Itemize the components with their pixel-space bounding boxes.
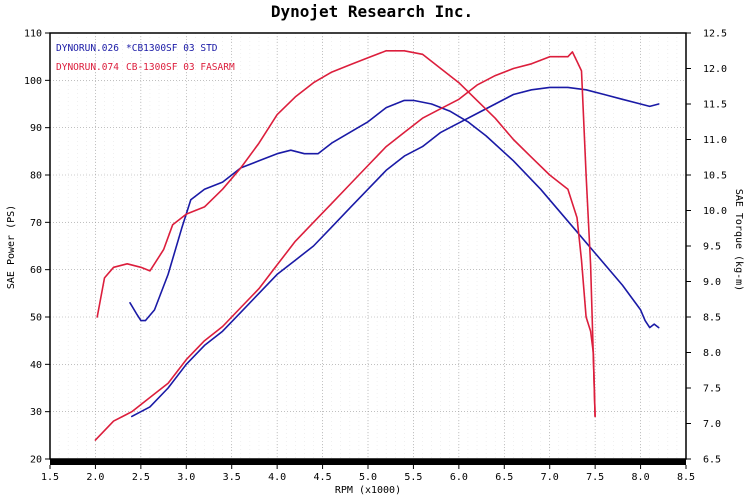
- x-axis-label: RPM (x1000): [335, 485, 401, 496]
- right-tick-labels: 6.5 7.0 7.5 8.0 8.5 9.0 9.5 10.0 10.5 11.0 11.5 12.…: [686, 29, 727, 466]
- left-tick-labels: 20 30 40 50 60 70 80 90 100 110: [24, 29, 50, 466]
- left-axis-label: SAE Power (PS): [6, 205, 17, 289]
- right-tick-label: 8.5: [703, 313, 721, 324]
- left-tick-label: 100: [24, 76, 42, 87]
- right-tick-label: 10.0: [703, 206, 727, 217]
- left-tick-label: 30: [30, 407, 42, 418]
- right-tick-label: 9.0: [703, 277, 721, 288]
- legend-run-1: DYNORUN.026: [56, 43, 119, 54]
- right-tick-label: 11.0: [703, 135, 727, 146]
- right-tick-label: 12.0: [703, 64, 727, 75]
- right-tick-label: 6.5: [703, 455, 721, 466]
- series-line-power-fasarm: [94, 51, 596, 441]
- x-tick-label: 1.5: [41, 472, 59, 483]
- right-tick-label: 9.5: [703, 242, 721, 253]
- x-tick-label: 5.5: [404, 472, 422, 483]
- x-tick-label: 7.0: [541, 472, 559, 483]
- x-tick-label: 4.0: [268, 472, 286, 483]
- x-axis-bar: [50, 459, 686, 465]
- grid: [49, 32, 687, 460]
- left-tick-label: 110: [24, 29, 42, 40]
- left-tick-label: 40: [30, 360, 42, 371]
- x-tick-label: 6.0: [450, 472, 468, 483]
- x-tick-label: 3.0: [177, 472, 195, 483]
- right-tick-label: 8.0: [703, 348, 721, 359]
- right-tick-label: 11.5: [703, 100, 727, 111]
- legend: DYNORUN.026 *CB1300SF 03 STD DYNORUN.074…: [56, 43, 235, 73]
- legend-run-2: DYNORUN.074: [56, 62, 119, 73]
- x-tick-label: 8.0: [632, 472, 650, 483]
- right-axis-label: SAE Torque (kg-m): [733, 189, 744, 291]
- x-tick-label: 8.5: [677, 472, 695, 483]
- right-tick-label: 10.5: [703, 171, 727, 182]
- left-tick-label: 90: [30, 123, 42, 134]
- x-tick-label: 2.0: [86, 472, 104, 483]
- left-tick-label: 20: [30, 455, 42, 466]
- x-tick-label: 7.5: [586, 472, 604, 483]
- left-tick-label: 70: [30, 218, 42, 229]
- x-tick-label: 2.5: [132, 472, 150, 483]
- chart-title: Dynojet Research Inc.: [271, 2, 473, 21]
- series-layer: [94, 49, 660, 441]
- x-tick-label: 3.5: [223, 472, 241, 483]
- left-tick-label: 60: [30, 265, 42, 276]
- x-axis-bar-rect: [50, 459, 686, 465]
- x-tick-labels: 1.5 2.0 2.5 3.0 3.5 4.0 4.5 5.0 5.5 6.0 6.5 7.0 7.5 8…: [41, 465, 695, 483]
- series-line-power-std: [131, 86, 660, 418]
- series-line-torque-fasarm: [96, 49, 596, 418]
- right-tick-label: 12.5: [703, 29, 727, 40]
- series-line-torque-std: [129, 99, 660, 329]
- right-tick-label: 7.5: [703, 384, 721, 395]
- x-tick-label: 6.5: [495, 472, 513, 483]
- left-tick-label: 80: [30, 171, 42, 182]
- x-tick-label: 4.5: [314, 472, 332, 483]
- right-tick-label: 7.0: [703, 419, 721, 430]
- x-tick-label: 5.0: [359, 472, 377, 483]
- legend-desc-1: *CB1300SF 03 STD: [126, 43, 218, 54]
- left-tick-label: 50: [30, 313, 42, 324]
- legend-desc-2: CB-1300SF 03 FASARM: [126, 62, 235, 73]
